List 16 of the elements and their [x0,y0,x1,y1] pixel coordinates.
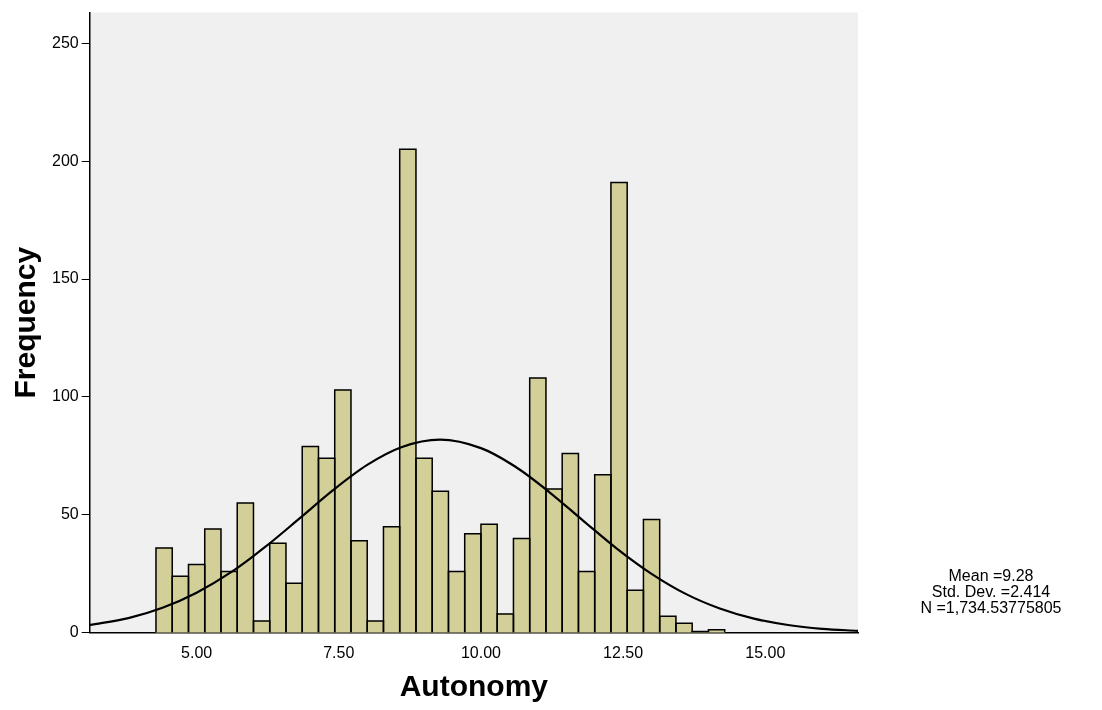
y-tick-label: 250 [51,33,79,51]
y-tick-label: 0 [69,623,79,641]
x-tick-label: 10.00 [460,643,502,661]
text: Std. Dev. =2.414 [930,583,1052,600]
x-axis-title: Autonomy [399,669,549,703]
x-tick-label: 5.00 [181,643,213,661]
x-tick-label: 12.50 [603,643,644,661]
y-tick-label: 150 [51,269,79,287]
y-tick-label: 100 [51,387,79,405]
y-tick-label: 50 [60,505,79,523]
y-tick-label: 200 [51,151,79,169]
text: Mean =9.28 [947,567,1035,584]
y-axis-title: Frequency [8,246,42,399]
x-tick-label: 15.00 [745,643,786,661]
x-tick-label: 7.50 [323,643,355,661]
text: N =1,734.53775805 [919,599,1063,616]
